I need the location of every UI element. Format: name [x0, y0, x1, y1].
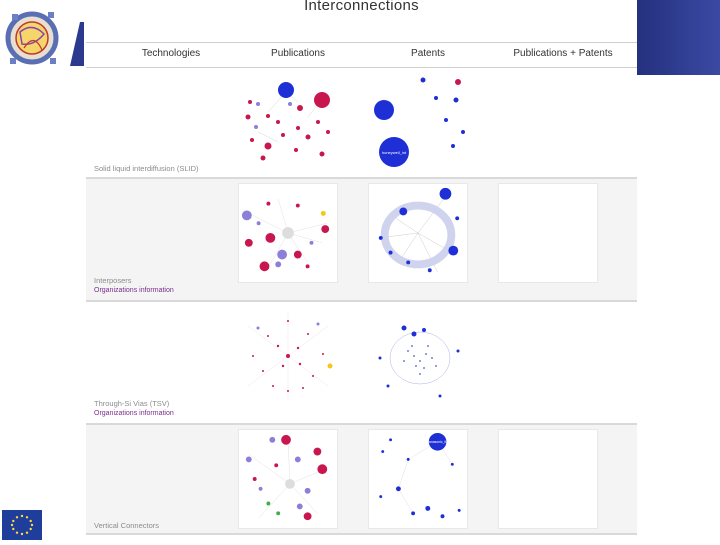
header-technologies: Technologies	[141, 48, 201, 59]
table-row-tsv: Through-Si Vias (TSV) Organizations info…	[86, 302, 637, 425]
row-label-tsv[interactable]: Through-Si Vias (TSV)	[94, 399, 170, 408]
slid-patents-big-node-label: honeywell_int	[382, 150, 407, 155]
row-label-interposers[interactable]: Interposers	[94, 276, 132, 285]
tsv-org-info-link[interactable]: Organizations information	[94, 410, 174, 417]
tsv-patents-graph[interactable]	[368, 306, 468, 406]
tsv-publications-graph[interactable]	[238, 306, 338, 406]
interposers-combined-graph[interactable]	[498, 183, 598, 283]
row-label-vertical[interactable]: Vertical Connectors	[94, 521, 160, 530]
header-publications: Publications	[271, 48, 325, 59]
header-blue-band	[637, 0, 720, 75]
vertical-publications-graph[interactable]	[238, 429, 338, 529]
slid-publications-graph[interactable]	[238, 72, 338, 172]
header-patents: Patents	[411, 48, 445, 59]
vertical-patents-big-node-label: panasonic_ltd	[427, 440, 448, 444]
interposers-publications-graph[interactable]	[238, 183, 338, 283]
table-row-vertical: Vertical Connectors panasonic_ltd	[86, 425, 637, 535]
header-publications-patents: Publications + Patents	[513, 48, 613, 59]
project-logo	[4, 2, 84, 74]
slid-patents-graph[interactable]: honeywell_int	[368, 72, 468, 172]
table-row-slid: Solid liquid interdiffusion (SLID) honey…	[86, 68, 637, 179]
table-row-interposers: Interposers Organizations information	[86, 179, 637, 302]
table-header: Technologies Publications Patents Public…	[86, 42, 637, 68]
page-title: Interconnections	[304, 0, 419, 14]
vertical-patents-graph[interactable]: panasonic_ltd	[368, 429, 468, 529]
interposers-patents-graph[interactable]	[368, 183, 468, 283]
interposers-org-info-link[interactable]: Organizations information	[94, 287, 174, 294]
row-label-slid[interactable]: Solid liquid interdiffusion (SLID)	[94, 164, 199, 173]
vertical-combined-graph[interactable]	[498, 429, 598, 529]
eu-flag	[2, 510, 42, 540]
